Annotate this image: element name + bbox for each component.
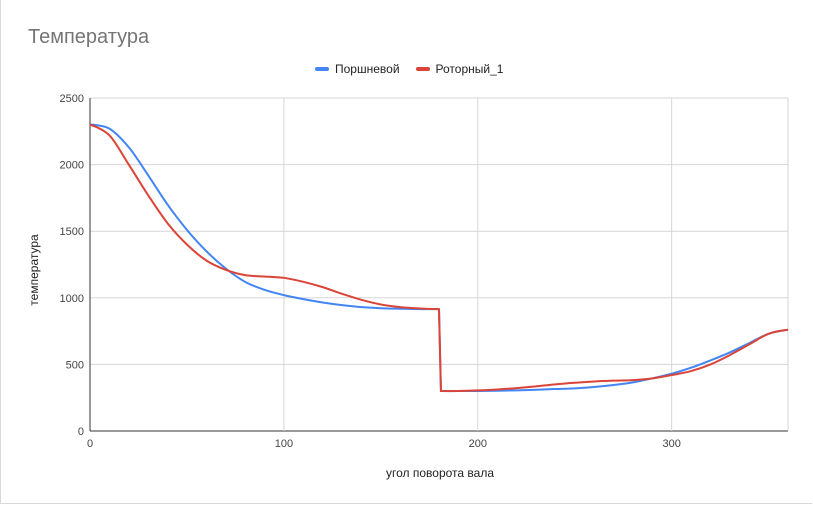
legend-label-series-2: Роторный_1: [435, 62, 504, 76]
y-axis-label: температура: [27, 234, 41, 306]
y-tick-label: 2000: [60, 160, 84, 172]
chart-title: Температура: [28, 26, 150, 48]
series-lines: [89, 123, 789, 393]
x-tick-label: 200: [469, 438, 487, 450]
tick-labels: 0 500 1000 1500 2000 2500 0 100 200 300: [60, 93, 681, 450]
legend-swatch-series-2: [415, 67, 430, 71]
legend-item-series-2[interactable]: Роторный_1: [415, 62, 504, 76]
y-tick-label: 0: [78, 426, 84, 438]
x-tick-label: 100: [275, 438, 293, 450]
y-tick-label: 1000: [60, 293, 84, 305]
x-tick-label: 0: [87, 438, 93, 450]
y-tick-label: 1500: [60, 226, 84, 238]
legend-item-series-1[interactable]: Поршневой: [315, 62, 400, 76]
legend-swatch-series-1: [315, 67, 329, 71]
x-axis-label: угол поворота вала: [386, 466, 494, 480]
y-tick-label: 500: [66, 359, 84, 371]
legend: Поршневой Роторный_1: [315, 62, 519, 76]
y-tick-label: 2500: [60, 93, 84, 105]
grid: [89, 97, 789, 432]
legend-label-series-1: Поршневой: [335, 62, 400, 76]
series-line-2[interactable]: [89, 123, 789, 393]
x-tick-label: 300: [662, 438, 680, 450]
